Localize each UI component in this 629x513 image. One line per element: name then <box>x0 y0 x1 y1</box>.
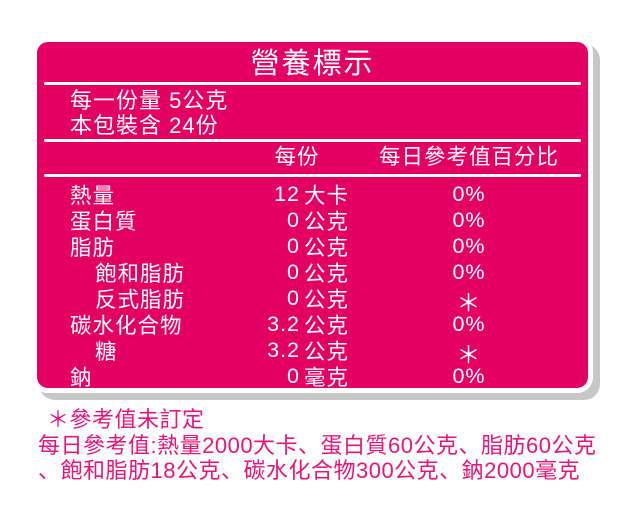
table-row-sodium: 鈉 0 毫克 0% <box>37 363 588 390</box>
table-row-trans-fat: 反式脂肪 0 公克 ＊ <box>37 285 588 317</box>
table-row-saturated-fat: 飽和脂肪 0 公克 0% <box>37 259 588 286</box>
nutrition-label-title: 營養標示 <box>250 48 375 80</box>
servings-per-pack-line: 本包裝含 24份 <box>70 113 219 138</box>
table-row-protein: 蛋白質 0 公克 0% <box>37 207 588 234</box>
footnote-asterisk-note: ＊參考值未訂定 <box>47 407 205 432</box>
nutrient-amount: 3.2 <box>267 311 300 336</box>
nutrient-daily-value: 0% <box>452 233 486 258</box>
footnote-daily-values-line1: 每日參考值:熱量2000大卡、蛋白質60公克、脂肪60公克 <box>38 432 597 458</box>
nutrient-daily-value: 0% <box>452 181 486 206</box>
serving-size-line: 每一份量 5公克 <box>70 88 229 113</box>
nutrient-name: 熱量 <box>70 183 116 208</box>
table-row-calories: 熱量 12 大卡 0% <box>37 181 588 208</box>
table-row-sugar: 糖 3.2 公克 ＊ <box>37 337 588 369</box>
nutrient-daily-value: 0% <box>452 363 486 388</box>
nutrient-unit: 公克 <box>304 339 350 364</box>
nutrient-amount: 0 <box>287 363 300 388</box>
nutrient-amount: 0 <box>287 259 300 284</box>
nutrient-unit: 公克 <box>304 209 350 234</box>
nutrient-unit: 毫克 <box>304 365 350 390</box>
nutrient-name: 飽和脂肪 <box>95 261 186 286</box>
divider-top <box>44 82 581 85</box>
nutrient-amount: 0 <box>287 233 300 258</box>
nutrient-amount: 12 <box>274 181 300 206</box>
nutrient-amount: 0 <box>287 285 300 310</box>
table-row-fat: 脂肪 0 公克 0% <box>37 233 588 260</box>
table-row-carbohydrate: 碳水化合物 3.2 公克 0% <box>37 311 588 338</box>
nutrient-amount: 0 <box>287 207 300 232</box>
nutrient-daily-value: ＊ <box>456 289 482 317</box>
nutrient-unit: 公克 <box>304 313 350 338</box>
column-header-per-serving: 每份 <box>274 145 320 169</box>
nutrient-name: 碳水化合物 <box>70 313 183 338</box>
divider-serving <box>44 139 581 142</box>
footnote: ＊參考值未訂定 每日參考值:熱量2000大卡、蛋白質60公克、脂肪60公克 、飽… <box>38 407 597 484</box>
column-header-daily-value: 每日參考值百分比 <box>378 145 559 169</box>
nutrient-daily-value: 0% <box>452 259 486 284</box>
nutrient-name: 蛋白質 <box>70 209 138 234</box>
nutrient-unit: 公克 <box>304 261 350 286</box>
nutrient-name: 鈉 <box>70 365 93 390</box>
divider-header <box>44 174 581 177</box>
nutrient-name: 反式脂肪 <box>95 287 186 312</box>
nutrient-daily-value: 0% <box>452 207 486 232</box>
nutrient-name: 脂肪 <box>70 235 116 260</box>
nutrient-unit: 大卡 <box>304 183 350 208</box>
table-header-row: 每份 每日參考值百分比 <box>37 142 588 174</box>
nutrition-table: 熱量 12 大卡 0% 蛋白質 0 公克 0% 脂肪 0 公克 0% 飽和脂肪 … <box>37 181 588 390</box>
nutrient-amount: 3.2 <box>267 337 300 362</box>
nutrition-label-card: 營養標示 每一份量 5公克 本包裝含 24份 每份 每日參考值百分比 熱量 12… <box>32 37 593 393</box>
nutrient-daily-value: 0% <box>452 311 486 336</box>
nutrient-unit: 公克 <box>304 287 350 312</box>
nutrient-name: 糖 <box>95 339 118 364</box>
footnote-daily-values-line2: 、飽和脂肪18公克、碳水化合物300公克、鈉2000毫克 <box>38 458 581 483</box>
nutrient-unit: 公克 <box>304 235 350 260</box>
nutrient-daily-value: ＊ <box>456 341 482 369</box>
serving-info: 每一份量 5公克 本包裝含 24份 <box>37 85 588 139</box>
